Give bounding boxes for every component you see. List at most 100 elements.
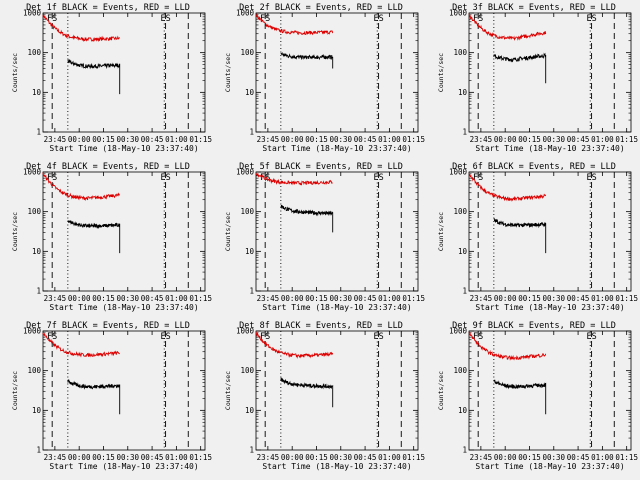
lld-rate-line <box>255 172 333 186</box>
y-tick-label: 1000 <box>236 168 255 177</box>
y-tick-label: 1000 <box>449 327 468 336</box>
x-tick-label: 00:15 <box>305 135 328 144</box>
events-rate-line <box>280 377 334 408</box>
y-tick-label: 10 <box>32 406 42 415</box>
y-tick-label: 10 <box>458 88 468 97</box>
panel-title: Det 3f BLACK = Events, RED = LLD <box>452 3 616 13</box>
lld-rate-line <box>255 331 334 359</box>
y-tick-label: 1000 <box>236 327 255 336</box>
y-tick-label: 1 <box>249 128 254 137</box>
x-axis-label: Start Time (18-May-10 23:37:40) <box>475 144 624 153</box>
x-tick-label: 00:45 <box>354 453 377 462</box>
y-tick-label: 10 <box>245 406 255 415</box>
x-tick-label: 00:45 <box>567 453 590 462</box>
panel-grid: Det 1f BLACK = Events, RED = LLD11010010… <box>11 3 638 471</box>
x-tick-label: 00:30 <box>542 294 565 303</box>
lld-rate-line <box>468 13 547 41</box>
marker-label: ES <box>373 173 383 183</box>
x-axis-label: Start Time (18-May-10 23:37:40) <box>475 462 624 471</box>
x-tick-label: 00:00 <box>281 294 304 303</box>
y-tick-label: 100 <box>453 48 467 57</box>
x-tick-label: 01:15 <box>615 453 638 462</box>
y-tick-label: 10 <box>245 247 255 256</box>
panel: Det 1f BLACK = Events, RED = LLD 1 10 100 10… <box>11 3 212 153</box>
x-tick-label: 00:30 <box>542 135 565 144</box>
lld-rate-line <box>255 12 334 36</box>
panel: Det 8f BLACK = Events, RED = LLD 1 10 100 10… <box>224 321 425 471</box>
x-tick-label: 23:45 <box>44 294 67 303</box>
panel: Det 3f BLACK = Events, RED = LLD 1 10 100 10… <box>437 3 638 153</box>
x-tick-label: 00:30 <box>542 453 565 462</box>
panel: Det 4f BLACK = Events, RED = LLD 1 10 100 10… <box>11 162 212 312</box>
panel-title: Det 9f BLACK = Events, RED = LLD <box>452 321 616 331</box>
events-rate-line <box>280 204 334 233</box>
x-tick-label: 00:45 <box>141 453 164 462</box>
y-tick-label: 100 <box>453 366 467 375</box>
x-axis-label: Start Time (18-May-10 23:37:40) <box>262 144 411 153</box>
marker-label: FS <box>473 173 483 183</box>
marker-label: ES <box>373 14 383 24</box>
panel-title: Det 4f BLACK = Events, RED = LLD <box>26 162 190 172</box>
x-tick-label: 00:15 <box>92 453 115 462</box>
lld-rate-line <box>468 173 547 202</box>
panel-title: Det 6f BLACK = Events, RED = LLD <box>452 162 616 172</box>
x-tick-label: 01:00 <box>591 294 614 303</box>
x-tick-label: 01:15 <box>402 453 425 462</box>
marker-label: FS <box>260 332 270 342</box>
x-tick-label: 01:00 <box>378 453 401 462</box>
x-tick-label: 23:45 <box>257 135 280 144</box>
x-tick-label: 01:00 <box>378 294 401 303</box>
x-tick-label: 00:00 <box>68 135 91 144</box>
y-tick-label: 1000 <box>23 9 42 18</box>
x-tick-label: 00:45 <box>354 294 377 303</box>
marker-label: ES <box>586 14 596 24</box>
x-tick-label: 00:00 <box>68 453 91 462</box>
x-tick-label: 00:00 <box>281 135 304 144</box>
y-axis-label: Counts/sec <box>224 53 232 92</box>
marker-label: FS <box>260 14 270 24</box>
x-tick-label: 01:15 <box>189 453 212 462</box>
panel: Det 2f BLACK = Events, RED = LLD 1 10 100 10… <box>224 3 425 153</box>
y-tick-label: 10 <box>32 247 42 256</box>
x-tick-label: 00:30 <box>116 453 139 462</box>
x-tick-label: 00:15 <box>518 453 541 462</box>
y-tick-label: 10 <box>32 88 42 97</box>
x-tick-label: 01:15 <box>189 135 212 144</box>
y-tick-label: 1 <box>249 287 254 296</box>
plot-frame <box>42 12 206 133</box>
marker-label: FS <box>47 173 57 183</box>
y-tick-label: 1000 <box>449 9 468 18</box>
events-rate-line <box>280 51 334 69</box>
panel-title: Det 8f BLACK = Events, RED = LLD <box>239 321 403 331</box>
x-tick-label: 23:45 <box>470 294 493 303</box>
marker-label: FS <box>473 14 483 24</box>
y-axis-label: Counts/sec <box>11 53 19 92</box>
x-tick-label: 00:15 <box>305 453 328 462</box>
events-rate-line <box>67 58 121 95</box>
x-tick-label: 00:00 <box>494 453 517 462</box>
y-tick-label: 10 <box>458 406 468 415</box>
marker-label: ES <box>586 332 596 342</box>
x-tick-label: 00:15 <box>518 135 541 144</box>
marker-label: FS <box>47 14 57 24</box>
y-tick-label: 100 <box>240 48 254 57</box>
x-tick-label: 00:30 <box>116 135 139 144</box>
x-tick-label: 23:45 <box>44 135 67 144</box>
panel-title: Det 7f BLACK = Events, RED = LLD <box>26 321 190 331</box>
x-tick-label: 01:00 <box>591 453 614 462</box>
plot-frame <box>42 171 206 292</box>
x-tick-label: 00:00 <box>494 294 517 303</box>
events-rate-line <box>493 218 547 254</box>
y-axis-label: Counts/sec <box>224 371 232 410</box>
y-tick-label: 10 <box>245 88 255 97</box>
events-rate-line <box>493 379 547 415</box>
plot-frame <box>255 330 419 451</box>
y-tick-label: 1000 <box>449 168 468 177</box>
x-tick-label: 00:30 <box>329 294 352 303</box>
y-tick-label: 1000 <box>23 168 42 177</box>
y-tick-label: 10 <box>458 247 468 256</box>
x-tick-label: 01:00 <box>378 135 401 144</box>
y-tick-label: 1 <box>462 446 467 455</box>
